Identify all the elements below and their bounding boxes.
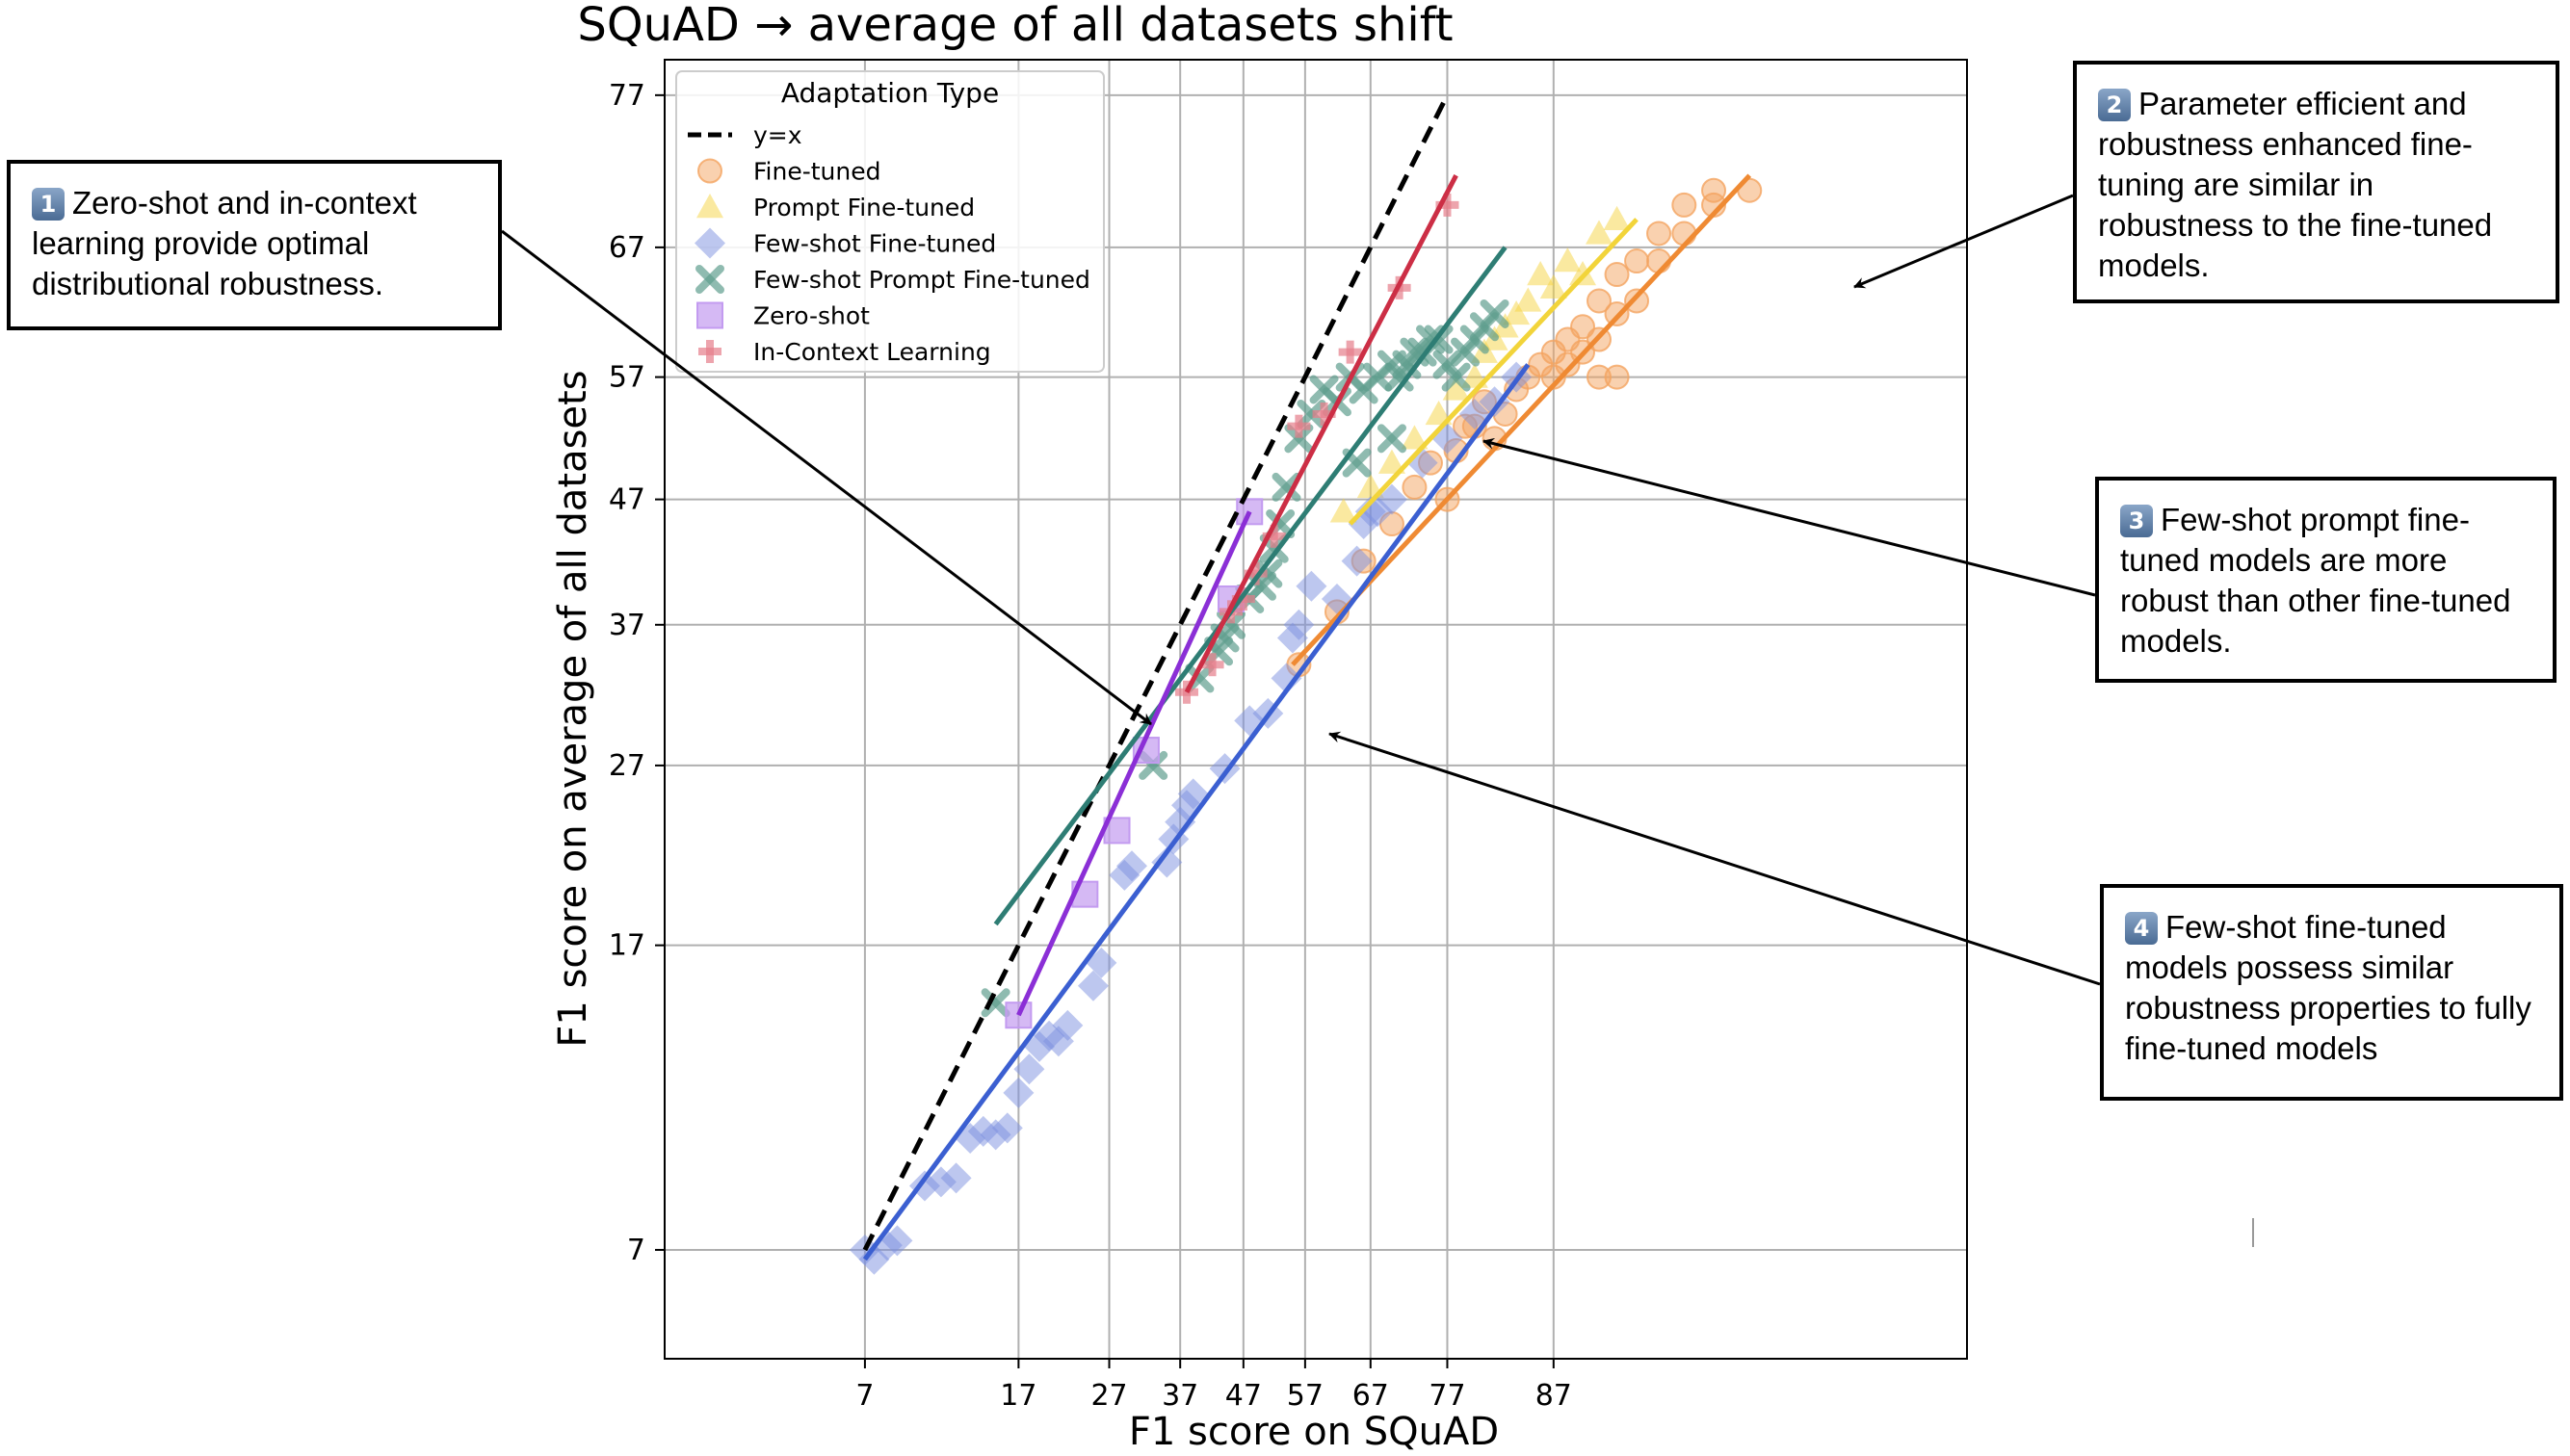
- few-shot-fine-tuned-point: [1296, 571, 1326, 602]
- x-tick-label: 67: [1352, 1379, 1389, 1413]
- prompt-fine-tuned-point: [1554, 247, 1581, 272]
- x-tick-label: 87: [1535, 1379, 1572, 1413]
- y-tick-label: 17: [609, 929, 645, 963]
- legend-entry: In-Context Learning: [753, 338, 991, 366]
- legend: Adaptation Type y=x Fine-tuned Prompt Fine-…: [676, 71, 1104, 372]
- annotation-1-badge: 1: [32, 188, 65, 221]
- annotation-arrow: [1483, 441, 2095, 595]
- x-tick-label: 37: [1162, 1379, 1198, 1413]
- legend-entry: Fine-tuned: [753, 158, 881, 186]
- annotation-arrow: [1854, 195, 2073, 287]
- y-tick-label: 37: [609, 609, 645, 642]
- legend-box: [676, 71, 1104, 372]
- legend-swatch: [697, 303, 722, 328]
- fine-tuned-point: [1606, 263, 1629, 286]
- annotation-3-text: Few-shot prompt fine-tuned models are mo…: [2120, 502, 2510, 659]
- annotation-arrow: [1329, 734, 2100, 984]
- prompt-fine-tuned-point: [1514, 287, 1541, 311]
- fine-tuned-point: [1647, 221, 1670, 245]
- legend-entry: Prompt Fine-tuned: [753, 194, 975, 221]
- annotation-1-text: Zero-shot and in-context learning provid…: [32, 185, 417, 301]
- legend-entry: Few-shot Fine-tuned: [753, 230, 996, 258]
- x-tick-label: 7: [855, 1379, 874, 1413]
- few-shot-prompt-fine-tuned-point: [1381, 428, 1403, 449]
- y-tick-label: 47: [609, 483, 645, 517]
- legend-entry: Zero-shot: [753, 302, 870, 330]
- fine-tuned-point: [1625, 289, 1648, 312]
- y-tick-label: 27: [609, 749, 645, 783]
- legend-title: Adaptation Type: [781, 77, 999, 109]
- x-tick-label: 47: [1225, 1379, 1262, 1413]
- chart-title: SQuAD → average of all datasets shift: [577, 0, 1453, 52]
- annotation-2-badge: 2: [2098, 89, 2131, 121]
- annotation-1: 1 Zero-shot and in-context learning provi…: [7, 160, 502, 330]
- annotation-4-badge: 4: [2125, 912, 2158, 945]
- prompt-fine-tuned-point: [1604, 206, 1631, 230]
- fine-tuned-point: [1625, 249, 1648, 273]
- fine-tuned-point: [1672, 194, 1695, 217]
- fine-tuned-point: [1403, 476, 1426, 499]
- annotation-2-text: Parameter efficient and robustness enhan…: [2098, 86, 2492, 283]
- x-axis-label: F1 score on SQuAD: [1129, 1410, 1499, 1454]
- x-tick-label: 77: [1429, 1379, 1465, 1413]
- y-axis-label: F1 score on average of all datasets: [551, 370, 595, 1047]
- y-tick-label: 67: [609, 231, 645, 265]
- annotation-4-text: Few-shot fine-tuned models possess simil…: [2125, 909, 2531, 1066]
- annotation-3: 3 Few-shot prompt fine-tuned models are m…: [2095, 477, 2557, 683]
- legend-entry: y=x: [753, 121, 802, 149]
- fine-tuned-point: [1587, 366, 1611, 389]
- text-caret: [2252, 1218, 2254, 1247]
- fine-tuned-point: [1702, 179, 1725, 202]
- legend-entry: Few-shot Prompt Fine-tuned: [753, 266, 1090, 294]
- y-tick-label: 57: [609, 361, 645, 395]
- legend-swatch: [698, 160, 721, 183]
- x-tick-label: 17: [1000, 1379, 1036, 1413]
- annotation-4: 4 Few-shot fine-tuned models possess simi…: [2100, 884, 2563, 1101]
- y-tick-label: 7: [627, 1234, 645, 1267]
- y-tick-label: 77: [609, 79, 645, 113]
- annotation-2: 2 Parameter efficient and robustness enha…: [2073, 61, 2559, 303]
- x-tick-label: 57: [1287, 1379, 1324, 1413]
- x-tick-label: 27: [1090, 1379, 1127, 1413]
- annotation-3-badge: 3: [2120, 505, 2153, 537]
